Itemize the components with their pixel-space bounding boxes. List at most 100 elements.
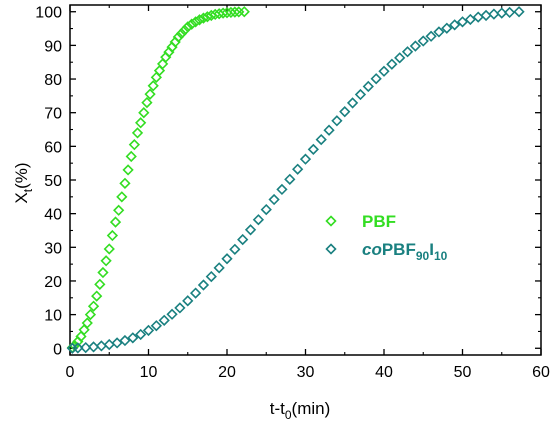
x-tick-label: 20: [218, 364, 236, 381]
data-point: [178, 24, 191, 36]
tick-labels: 0 10 20 30 40 50 60 0 10 20 30 40 50 60 70 80 90 100: [35, 5, 550, 381]
data-point: [276, 183, 288, 196]
series-copbf: [66, 6, 525, 354]
x-tick-label: 0: [66, 364, 75, 381]
data-point: [182, 21, 194, 33]
data-point: [197, 12, 210, 24]
y-tick-label: 40: [44, 207, 62, 224]
data-point: [186, 18, 198, 30]
legend-label: coPBF90I10: [362, 240, 448, 263]
data-point: [449, 19, 461, 31]
data-point: [315, 133, 327, 146]
data-point: [127, 332, 139, 344]
data-point: [409, 40, 422, 52]
data-point: [441, 22, 453, 34]
data-point: [94, 278, 106, 290]
legend-label-part: I: [429, 240, 434, 259]
data-point: [354, 88, 367, 101]
data-point: [464, 13, 476, 26]
data-point: [138, 107, 150, 119]
data-point: [122, 164, 134, 176]
data-point: [189, 287, 202, 299]
data-point: [97, 266, 109, 279]
series-pbf: [66, 6, 250, 354]
data-point: [456, 16, 469, 28]
data-point: [205, 270, 217, 283]
legend-label: PBF: [362, 212, 396, 231]
data-point: [513, 6, 525, 18]
y-tick-label: 100: [35, 5, 62, 22]
data-point: [307, 143, 319, 156]
data-point: [113, 204, 125, 216]
data-point: [244, 224, 257, 236]
data-point: [80, 341, 92, 354]
data-point: [84, 308, 97, 321]
ticks: [69, 5, 542, 355]
data-point: [503, 6, 516, 19]
data-point: [238, 6, 250, 18]
legend-label-part: PBF: [382, 240, 416, 259]
data-point: [197, 279, 210, 291]
data-point: [237, 233, 249, 246]
y-tick-label: 70: [44, 106, 62, 123]
axes: [69, 4, 542, 356]
data-point: [106, 229, 119, 242]
data-point: [150, 320, 162, 332]
legend-label-part: PBF: [362, 212, 396, 231]
legend-label-part: co: [362, 240, 382, 259]
y-tick-label: 90: [44, 38, 62, 55]
data-point: [81, 317, 93, 329]
x-tick-label: 10: [140, 364, 158, 381]
data-point: [144, 88, 156, 100]
x-tick-label: 50: [454, 364, 472, 381]
legend-label-part: 90: [416, 249, 430, 263]
data-point: [116, 191, 128, 203]
data-point: [217, 7, 229, 19]
data-point: [229, 243, 241, 255]
data-point: [401, 46, 414, 58]
x-tick-label: 30: [297, 364, 315, 381]
data-point: [135, 328, 147, 341]
data-point: [268, 193, 280, 206]
legend-label-part: 10: [434, 249, 448, 263]
data-point: [386, 58, 398, 70]
data-point: [201, 11, 214, 23]
data-point: [189, 16, 202, 28]
data-point: [91, 290, 103, 302]
data-point: [72, 342, 84, 354]
y-tick-label: 0: [53, 341, 62, 358]
data-point: [119, 334, 131, 347]
data-point: [496, 7, 508, 19]
data-point: [125, 150, 137, 163]
legend-marker: [325, 243, 337, 255]
data-point: [103, 243, 115, 255]
data-point: [100, 255, 112, 267]
data-point: [394, 52, 406, 64]
data-point: [135, 117, 147, 129]
data-point: [221, 253, 233, 265]
data-point: [370, 73, 382, 85]
y-tick-label: 50: [44, 173, 62, 190]
data-point: [425, 30, 437, 42]
x-tick-label: 60: [532, 364, 550, 381]
data-point: [362, 80, 374, 93]
data-point: [221, 7, 233, 19]
data-point: [128, 139, 141, 151]
data-point: [182, 295, 194, 307]
data-point: [119, 177, 131, 189]
data-point: [166, 308, 178, 320]
data-point: [142, 324, 155, 337]
plot-frame: [69, 4, 542, 356]
data-point: [95, 340, 108, 352]
y-tick-label: 10: [44, 308, 62, 325]
data-point: [193, 14, 206, 26]
data-point: [331, 115, 343, 127]
data-point: [378, 65, 390, 77]
data-point: [225, 6, 237, 19]
data-point: [260, 203, 272, 216]
legend-marker: [325, 215, 337, 227]
data-point: [87, 300, 100, 312]
data-point: [417, 35, 429, 47]
data-point: [172, 31, 184, 43]
